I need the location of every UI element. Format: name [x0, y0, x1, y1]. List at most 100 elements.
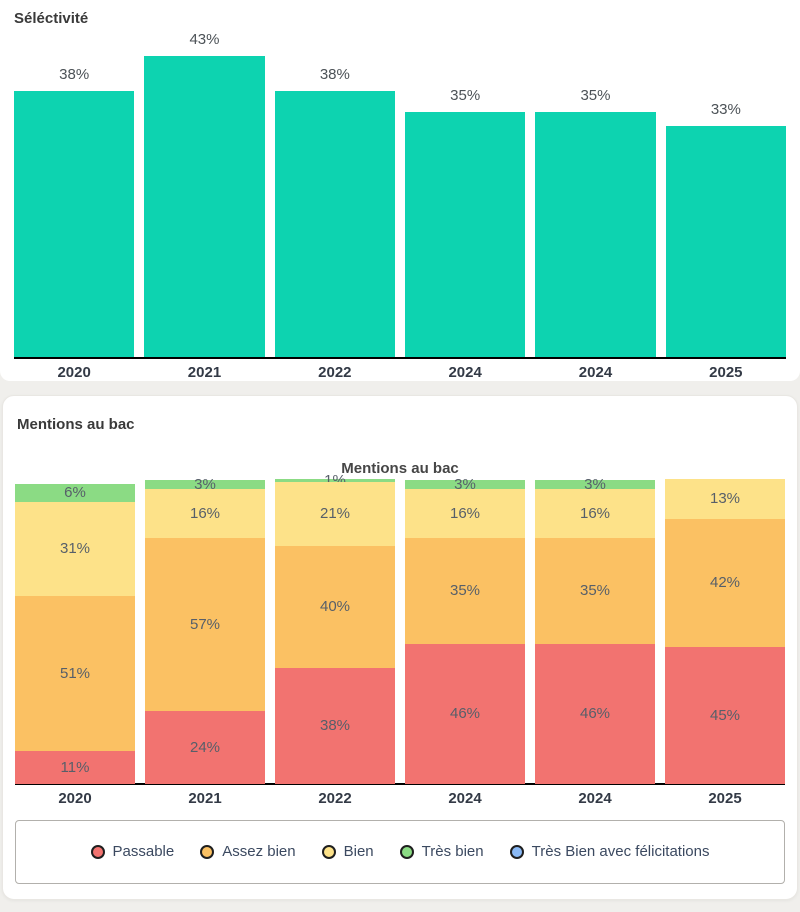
selectivity-plot: 38% 43% 38% 35% 35% 33% 2020 2021 2022 2024 2024 2…: [14, 28, 786, 382]
mentions-bars: 6% 31% 51% 11% 3% 16% 57% 24% 1% 21% 40% 38% 3% 16% 35…: [15, 472, 785, 784]
bar-group-2025-5: 33%: [665, 100, 786, 357]
x-tick-2025-5: 2025: [708, 790, 742, 807]
segment-value-label: 38%: [319, 717, 351, 734]
segment-passable-2021-1[interactable]: 24%: [145, 711, 265, 784]
segment-value-label: 35%: [579, 582, 611, 599]
bar-2021-1[interactable]: [144, 56, 265, 357]
bar-2024-4[interactable]: [535, 112, 656, 357]
segment-value-label: 13%: [709, 490, 741, 507]
mentions-legend: Passable Assez bien Bien Très bien Très Bien…: [15, 820, 785, 884]
segment-passable-2022-2[interactable]: 38%: [275, 668, 395, 784]
legend-label-passable: Passable: [112, 843, 175, 860]
segment-tres-bien-2024-3[interactable]: 3%: [405, 476, 525, 492]
segment-value-label: 16%: [579, 504, 611, 522]
segment-value-label: 40%: [319, 598, 351, 615]
segment-passable-2024-4[interactable]: 46%: [535, 644, 655, 784]
segment-bien-2024-3[interactable]: 16%: [405, 489, 525, 538]
bar-2022-2[interactable]: [274, 91, 395, 357]
stack-group-2020-0: 6% 31% 51% 11%: [15, 484, 135, 784]
segment-bien-2022-2[interactable]: 21%: [275, 482, 395, 546]
bar-2020-0[interactable]: [14, 91, 135, 357]
x-tick-2024-3: 2024: [448, 364, 482, 381]
bar-group-2024-4: 35%: [535, 86, 656, 357]
bar-value-label: 38%: [319, 66, 350, 83]
mentions-x-axis: [15, 783, 785, 785]
bar-value-label: 43%: [189, 31, 220, 48]
mentions-x-labels: 2020 2021 2022 2024 2024 2025: [15, 785, 785, 808]
legend-label-assez-bien: Assez bien: [222, 843, 296, 860]
segment-assez-bien-2020-0[interactable]: 51%: [15, 596, 135, 751]
bar-group-2022-2: 38%: [274, 65, 395, 357]
segment-assez-bien-2021-1[interactable]: 57%: [145, 538, 265, 711]
legend-label-tres-bien: Très bien: [421, 843, 484, 860]
segment-value-label: 57%: [189, 615, 221, 633]
segment-value-label: 45%: [709, 706, 741, 724]
segment-value-label: 16%: [449, 504, 481, 522]
segment-passable-2024-3[interactable]: 46%: [405, 644, 525, 784]
x-tick-2022-2: 2022: [318, 790, 352, 807]
legend-marker-tres-bien-avec-felicitations-icon: [509, 845, 524, 859]
selectivity-x-labels: 2020 2021 2022 2024 2024 2025: [14, 359, 786, 382]
bar-2025-5[interactable]: [665, 126, 786, 357]
legend-label-tres-bien-avec-felicitations: Très Bien avec félicitations: [531, 843, 710, 860]
stack-group-2022-2: 1% 21% 40% 38%: [275, 472, 395, 784]
legend-item-passable[interactable]: Passable: [90, 843, 175, 861]
segment-value-label: 3%: [454, 475, 476, 493]
x-tick-2021-1: 2021: [187, 364, 222, 381]
segment-value-label: 11%: [60, 758, 90, 776]
segment-value-label: 35%: [449, 582, 481, 599]
bar-2024-3[interactable]: [405, 112, 526, 357]
stack-group-2025-5: 13% 42% 45%: [665, 479, 785, 784]
segment-bien-2025-5[interactable]: 13%: [665, 479, 785, 519]
segment-assez-bien-2022-2[interactable]: 40%: [275, 546, 395, 668]
legend-item-assez-bien[interactable]: Assez bien: [200, 843, 296, 861]
segment-value-label: 46%: [579, 705, 611, 722]
legend-marker-tres-bien-icon: [399, 845, 414, 859]
selectivity-bars: 38% 43% 38% 35% 35% 33%: [14, 28, 786, 357]
x-tick-2024-4: 2024: [578, 364, 613, 381]
segment-assez-bien-2025-5[interactable]: 42%: [665, 519, 785, 647]
x-tick-2020-0: 2020: [57, 364, 91, 381]
stack-group-2024-3: 3% 16% 35% 46%: [405, 476, 525, 784]
selectivity-x-axis: [14, 357, 786, 359]
mentions-section-title: Mentions au bac: [17, 416, 135, 433]
segment-value-label: 16%: [189, 504, 221, 522]
legend-marker-passable-icon: [90, 845, 105, 859]
legend-marker-bien-icon: [321, 845, 336, 859]
selectivity-card: Séléctivité 38% 43% 38% 35% 35% 33% 2020 2021 2…: [0, 0, 800, 381]
segment-value-label: 31%: [59, 540, 91, 557]
legend-item-tres-bien[interactable]: Très bien: [399, 843, 484, 861]
mentions-chart-title: Mentions au bac: [341, 460, 459, 477]
stack-group-2024-4: 3% 16% 35% 46%: [535, 476, 655, 784]
legend-marker-assez-bien-icon: [200, 845, 215, 859]
legend-item-tres-bien-avec-felicitations[interactable]: Très Bien avec félicitations: [509, 843, 710, 861]
segment-bien-2024-4[interactable]: 16%: [535, 489, 655, 538]
x-tick-2021-1: 2021: [188, 790, 222, 807]
bar-group-2020-0: 38%: [14, 65, 135, 357]
segment-value-label: 42%: [709, 574, 741, 591]
segment-passable-2025-5[interactable]: 45%: [665, 647, 785, 784]
legend-label-bien: Bien: [343, 843, 374, 860]
x-tick-2024-4: 2024: [578, 790, 612, 807]
selectivity-section-title: Séléctivité: [14, 10, 89, 27]
segment-passable-2020-0[interactable]: 11%: [15, 751, 135, 784]
segment-bien-2020-0[interactable]: 31%: [15, 502, 135, 596]
segment-value-label: 51%: [59, 664, 91, 682]
mentions-card: Mentions au bac Mentions au bac 6% 31% 51%…: [2, 395, 798, 900]
segment-value-label: 6%: [64, 484, 86, 501]
segment-value-label: 24%: [189, 738, 221, 756]
segment-bien-2021-1[interactable]: 16%: [145, 489, 265, 538]
segment-assez-bien-2024-3[interactable]: 35%: [405, 538, 525, 644]
segment-tres-bien-2021-1[interactable]: 3%: [145, 476, 265, 492]
bar-value-label: 33%: [710, 101, 741, 118]
segment-value-label: 46%: [449, 705, 481, 722]
stack-group-2021-1: 3% 16% 57% 24%: [145, 476, 265, 784]
segment-value-label: 3%: [584, 475, 606, 493]
segment-assez-bien-2024-4[interactable]: 35%: [535, 538, 655, 644]
legend-item-bien[interactable]: Bien: [321, 843, 374, 861]
segment-tres-bien-2020-0[interactable]: 6%: [15, 484, 135, 502]
segment-tres-bien-2024-4[interactable]: 3%: [535, 476, 655, 492]
segment-value-label: 21%: [319, 505, 351, 522]
x-tick-2020-0: 2020: [58, 790, 92, 807]
